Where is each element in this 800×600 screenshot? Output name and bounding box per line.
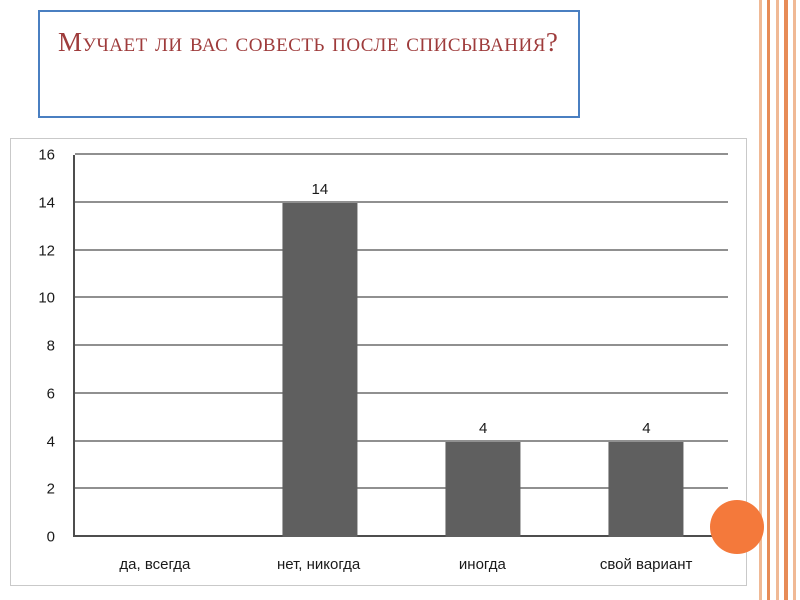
y-axis-ticks: 0 2 4 6 8 10 12 14 16 [25, 147, 65, 546]
y-tick-label: 4 [46, 433, 55, 450]
orange-circle-decoration [710, 500, 764, 554]
gridline [75, 153, 728, 155]
y-tick-label: 16 [38, 146, 55, 164]
bar: 4 [608, 420, 684, 537]
slide-title: Мучает ли вас совесть после списывания? [58, 27, 559, 57]
bar-slot: 4 [565, 155, 728, 537]
x-axis-labels: да, всегда нет, никогда иногда свой вариант [73, 556, 728, 573]
category-label: да, всегда [119, 556, 191, 573]
bar-value-label: 4 [642, 419, 651, 437]
bar-slot: 14 [238, 155, 401, 537]
gridline [75, 487, 728, 490]
y-tick-label: 2 [46, 480, 55, 498]
y-tick-label: 6 [46, 385, 55, 403]
category-label: нет, никогда [276, 556, 361, 573]
gridline [75, 439, 728, 442]
gridline [75, 344, 728, 346]
gridline [75, 296, 728, 299]
y-tick-label: 14 [38, 194, 55, 212]
y-tick-label: 10 [38, 289, 55, 307]
bar-slot [75, 155, 238, 537]
gridline [75, 200, 728, 203]
y-tick-label: 8 [46, 337, 55, 355]
bar-value-label: 14 [311, 180, 329, 198]
gridline [75, 391, 728, 394]
plot-area: 14 4 4 [73, 153, 728, 537]
y-tick-label: 12 [38, 242, 55, 259]
right-stripe-decoration [754, 0, 800, 600]
category-label: свой вариант [599, 556, 693, 573]
category-label: иногда [458, 556, 506, 573]
gridline [75, 248, 728, 251]
title-box: Мучает ли вас совесть после списывания? [38, 10, 580, 118]
bar-slot: 4 [402, 155, 565, 537]
bar-chart: 0 2 4 6 8 10 12 14 16 14 4 4 да, всегда нет, никогд… [10, 138, 747, 586]
y-tick-label: 0 [46, 528, 55, 546]
bar-value-label: 4 [478, 419, 488, 437]
gridline [75, 535, 728, 537]
bar: 14 [282, 181, 358, 537]
bar: 4 [445, 420, 521, 537]
